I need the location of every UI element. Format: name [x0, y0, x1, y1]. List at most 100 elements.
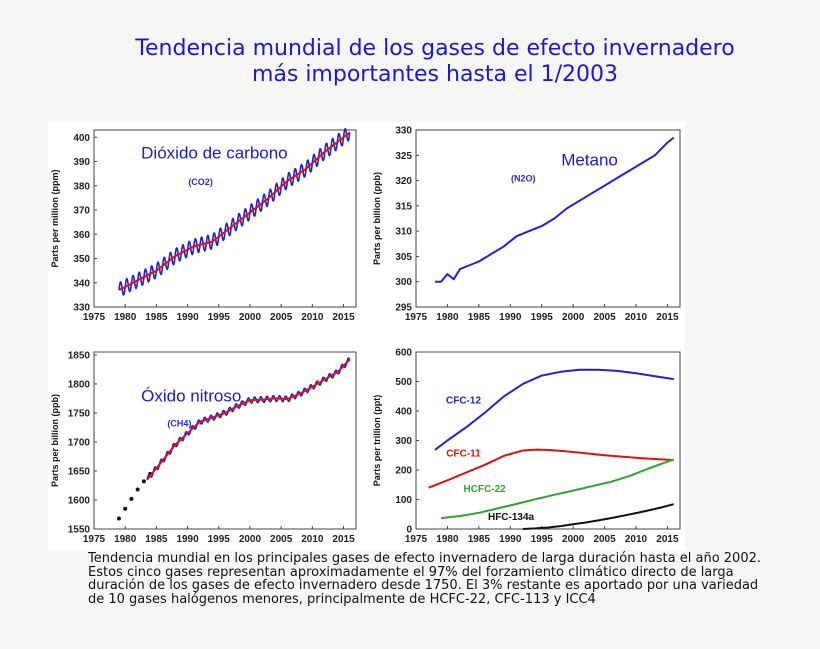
y-tick-label: 305 [395, 252, 412, 263]
chart-co2: 1975 1980 1985 1990 1995 2000 2005 2010 2015 330 3… [50, 128, 357, 323]
data-point [116, 516, 121, 521]
x-tick-label: 1985 [145, 312, 168, 323]
caption-line-4: de 10 gases halógenos menores, principal… [88, 591, 596, 607]
x-tick-label: 1975 [83, 312, 106, 323]
y-tick-label: 330 [395, 126, 412, 137]
chart-title: Dióxido de carbono [141, 143, 287, 162]
x-tick-label: 2005 [270, 312, 293, 323]
y-tick-label: 600 [395, 348, 412, 359]
y-tick-label: 330 [73, 303, 90, 314]
y-tick-label: 380 [73, 181, 90, 192]
y-axis-label: Parts per trillion (ppt) [372, 395, 382, 487]
y-tick-label: 1650 [68, 466, 91, 477]
x-tick-label: 1985 [145, 534, 168, 545]
caption-line-2: Estos cinco gases representan aproximada… [88, 564, 734, 580]
x-tick-label: 2015 [332, 312, 355, 323]
x-tick-label: 2010 [625, 312, 648, 323]
title-line-1: Tendencia mundial de los gases de efecto… [135, 36, 735, 61]
y-tick-label: 390 [73, 157, 90, 168]
x-tick-label: 2005 [270, 534, 293, 545]
data-point [141, 479, 146, 484]
y-tick-label: 360 [73, 230, 90, 241]
y-tick-label: 100 [395, 495, 412, 506]
series-line-hcfc-22 [440, 458, 675, 520]
series-label-cfc-12: CFC-12 [446, 395, 481, 406]
figure-caption: Tendencia mundial en los principales gas… [88, 552, 788, 606]
x-tick-label: 1995 [531, 534, 554, 545]
x-tick-label: 1985 [468, 312, 491, 323]
y-axis-label: Parts per billion (ppb) [50, 394, 60, 487]
y-tick-label: 370 [73, 206, 90, 217]
y-axis-label: Parts per billion (ppb) [372, 172, 382, 265]
plot-frame [93, 351, 357, 530]
chart-n2o: 1975 1980 1985 1990 1995 2000 2005 2010 2015 1550… [50, 350, 357, 545]
x-tick-label: 2005 [593, 312, 616, 323]
chart-halocarbons: 1975 1980 1985 1990 1995 2000 2005 2010 2015 0 100… [372, 348, 681, 545]
plot-frame [415, 129, 681, 308]
y-tick-label: 300 [395, 436, 412, 447]
data-point [129, 496, 134, 501]
page-title: Tendencia mundial de los gases de efecto… [0, 36, 820, 88]
x-tick-label: 1980 [114, 534, 137, 545]
y-tick-label: 1850 [68, 350, 91, 361]
x-tick-label: 1980 [436, 534, 459, 545]
x-tick-label: 2000 [239, 312, 262, 323]
caption-line-3: duración de los gases de efecto invernad… [88, 578, 759, 594]
x-tick-label: 2000 [562, 312, 585, 323]
chart-subtitle: (CO2) [188, 177, 213, 187]
x-tick-label: 2015 [332, 534, 355, 545]
chart-subtitle: (N2O) [511, 173, 536, 183]
y-tick-label: 295 [395, 303, 412, 314]
x-tick-label: 2015 [656, 534, 679, 545]
y-tick-label: 325 [395, 151, 412, 162]
x-tick-label: 2010 [301, 312, 324, 323]
y-tick-label: 0 [406, 525, 412, 536]
x-tick-label: 1975 [83, 534, 106, 545]
y-tick-label: 310 [395, 227, 412, 238]
plot-frame [415, 351, 681, 530]
series-line-series-2 [146, 358, 351, 481]
x-tick-label: 1975 [405, 312, 428, 323]
chart-title: Óxido nitroso [141, 387, 241, 406]
x-tick-label: 1995 [531, 312, 554, 323]
y-tick-label: 200 [395, 466, 412, 477]
y-tick-label: 1600 [68, 495, 91, 506]
x-tick-label: 1990 [499, 312, 522, 323]
y-tick-label: 300 [395, 277, 412, 288]
y-axis-label: Parts per million (ppm) [50, 169, 60, 267]
series-line-hfc-134a [522, 503, 674, 530]
series-line-series-0 [434, 136, 675, 283]
y-tick-label: 340 [73, 278, 90, 289]
x-tick-label: 1995 [208, 312, 231, 323]
x-tick-label: 2010 [625, 534, 648, 545]
chart-figure: 1975 1980 1985 1990 1995 2000 2005 2010 2015 330 3… [48, 122, 685, 550]
series-label-hfc-134a: HFC-134a [488, 512, 535, 523]
x-tick-label: 1975 [405, 534, 428, 545]
series-label-cfc-11: CFC-11 [446, 448, 481, 459]
y-tick-label: 1750 [68, 408, 91, 419]
series-line-series-1 [146, 357, 351, 480]
y-tick-label: 315 [395, 201, 412, 212]
caption-line-1: Tendencia mundial en los principales gas… [88, 551, 761, 566]
chart-methane: 1975 1980 1985 1990 1995 2000 2005 2010 2015 295 3… [372, 126, 681, 323]
y-tick-label: 400 [395, 407, 412, 418]
chart-title: Metano [561, 150, 618, 169]
data-point [135, 487, 140, 492]
series-line-cfc-11 [428, 448, 674, 489]
data-point [123, 506, 128, 511]
y-tick-label: 350 [73, 254, 90, 265]
charts-svg: 1975 1980 1985 1990 1995 2000 2005 2010 20153303… [50, 126, 681, 545]
x-tick-label: 1990 [176, 312, 199, 323]
series-line-series-1 [118, 131, 351, 291]
x-tick-label: 1990 [499, 534, 522, 545]
x-tick-label: 1985 [468, 534, 491, 545]
chart-subtitle: (CH4) [167, 418, 191, 428]
x-tick-label: 2000 [562, 534, 585, 545]
x-tick-label: 2015 [656, 312, 679, 323]
x-tick-label: 2005 [593, 534, 616, 545]
y-tick-label: 400 [73, 133, 90, 144]
x-tick-label: 1995 [208, 534, 231, 545]
title-line-2: más importantes hasta el 1/2003 [251, 62, 619, 87]
y-tick-label: 1550 [68, 525, 91, 536]
y-tick-label: 1700 [68, 437, 91, 448]
